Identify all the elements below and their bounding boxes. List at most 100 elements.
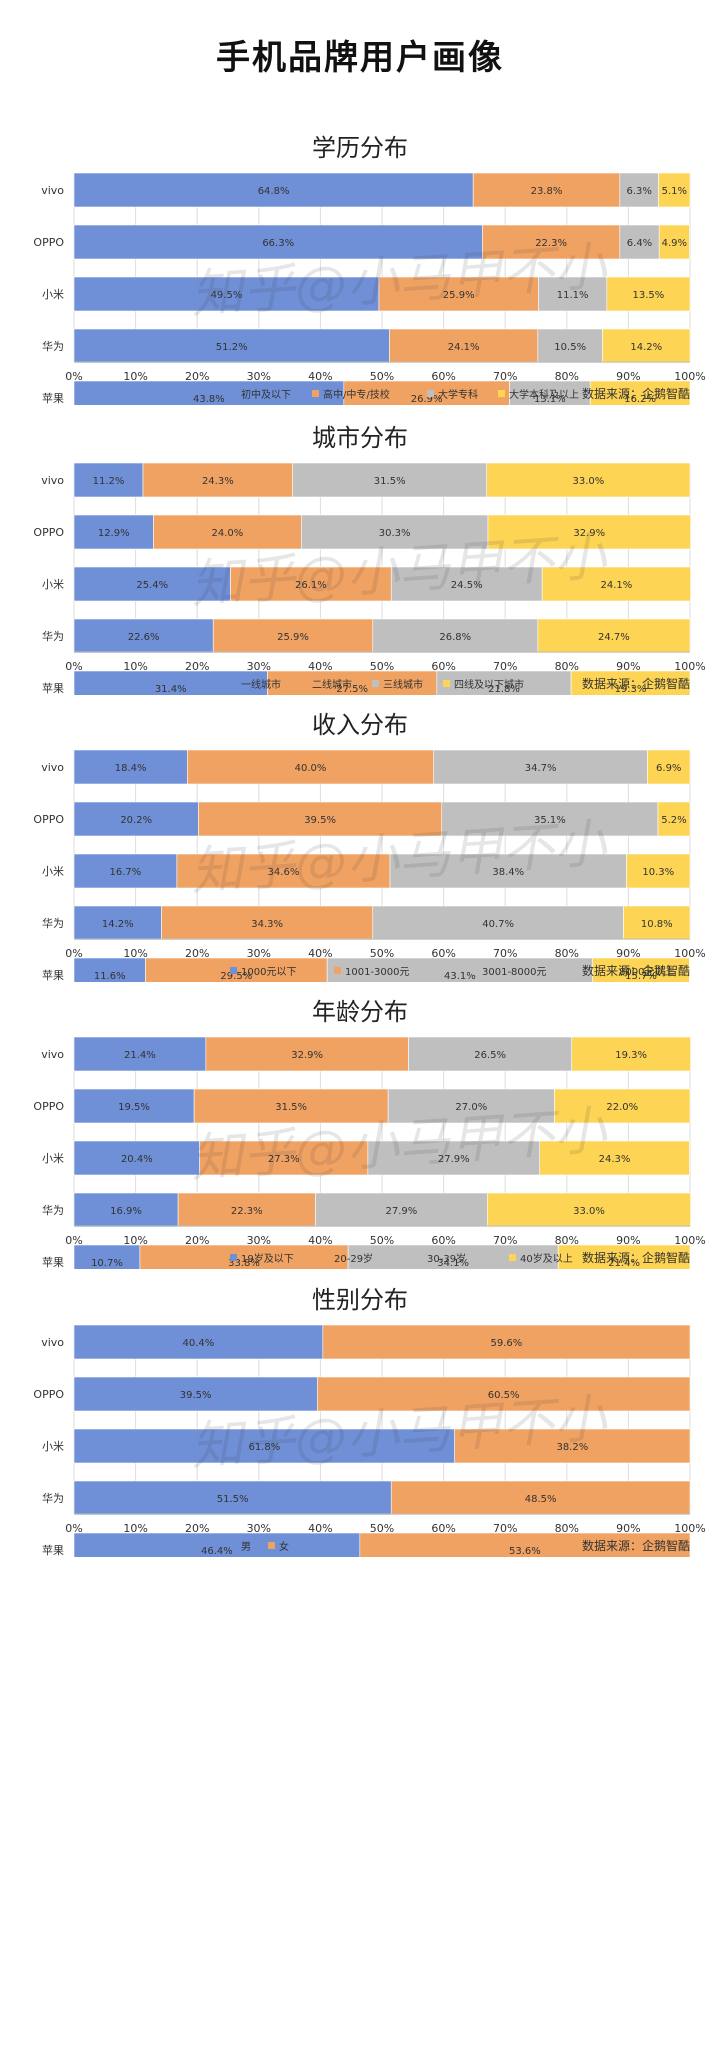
category-label: vivo	[41, 1336, 64, 1349]
category-label: OPPO	[33, 1388, 64, 1401]
legend-swatch	[230, 390, 237, 397]
bar-segment	[433, 749, 648, 785]
data-label: 33.0%	[572, 476, 604, 487]
bar-segment	[619, 224, 660, 260]
bar-segment	[205, 1036, 409, 1072]
bar-segment	[647, 749, 691, 785]
bar-segment	[142, 462, 293, 498]
category-label: 小米	[42, 1152, 64, 1165]
legend-label: 高中/中专/技校	[323, 388, 390, 401]
legend-label: 三线城市	[383, 678, 423, 691]
bar-segment	[372, 618, 539, 654]
x-tick-label: 30%	[247, 1234, 271, 1247]
data-label: 22.3%	[535, 238, 567, 249]
data-label: 11.6%	[94, 971, 126, 982]
legend: 1000元以下 1001-3000元 3001-8000元 8000元以上	[230, 966, 674, 978]
data-label: 61.8%	[248, 1442, 280, 1453]
chart-title: 城市分布	[312, 424, 408, 452]
data-source: 数据来源：企鹅智酷	[582, 963, 690, 978]
bar-segment	[199, 1140, 369, 1176]
x-tick-label: 100%	[674, 1522, 705, 1535]
legend-swatch	[312, 390, 319, 397]
x-tick-label: 30%	[247, 1522, 271, 1535]
bar-segment	[378, 276, 539, 312]
data-label: 16.7%	[110, 867, 142, 878]
data-label: 22.6%	[128, 632, 160, 643]
bar-segment	[619, 172, 659, 208]
x-tick-label: 30%	[247, 370, 271, 383]
bar-segment	[73, 1088, 195, 1124]
data-label: 25.4%	[136, 580, 168, 591]
legend-swatch	[416, 1254, 423, 1261]
data-label: 13.1%	[534, 394, 566, 405]
legend-label: 大学本科及以上	[509, 388, 579, 401]
data-label: 24.3%	[202, 476, 234, 487]
data-label: 40.4%	[183, 1338, 215, 1349]
bar-segment	[73, 1140, 200, 1176]
bar-segment	[73, 566, 231, 602]
legend-label: 初中及以下	[241, 388, 291, 401]
x-tick-label: 20%	[185, 370, 209, 383]
bar-segment	[73, 1244, 141, 1269]
bar-segment	[390, 1480, 691, 1516]
data-label: 30.3%	[379, 528, 411, 539]
legend-label: 大学专科	[438, 388, 478, 401]
legend-swatch	[230, 1254, 237, 1261]
x-tick-label: 40%	[308, 660, 332, 673]
x-tick-label: 20%	[185, 947, 209, 960]
bar-segment	[658, 224, 690, 260]
data-label: 19.5%	[118, 1102, 150, 1113]
data-label: 27.0%	[455, 1102, 487, 1113]
data-label: 31.5%	[374, 476, 406, 487]
category-label: OPPO	[33, 236, 64, 249]
bar-segment	[592, 957, 690, 982]
bar-segment	[292, 462, 488, 498]
legend-label: 19岁及以下	[241, 1252, 294, 1265]
data-label: 20.2%	[120, 815, 152, 826]
x-tick-label: 60%	[431, 1234, 455, 1247]
data-label: 13.5%	[633, 290, 665, 301]
bar-segment	[589, 380, 691, 405]
bar-segment	[487, 514, 691, 550]
legend-swatch	[230, 1542, 237, 1549]
bar-segment	[326, 957, 593, 982]
bar-segment	[554, 1088, 691, 1124]
x-tick-label: 90%	[616, 947, 640, 960]
x-tick-label: 20%	[185, 1522, 209, 1535]
x-tick-label: 0%	[65, 370, 82, 383]
bar-segment	[626, 853, 691, 889]
data-label: 34.7%	[525, 763, 557, 774]
x-tick-label: 10%	[123, 660, 147, 673]
data-label: 33.8%	[228, 1258, 260, 1269]
x-tick-label: 40%	[308, 370, 332, 383]
legend-swatch	[509, 1254, 516, 1261]
data-label: 33.0%	[573, 1206, 605, 1217]
chart-title: 收入分布	[312, 711, 408, 739]
x-tick-label: 90%	[616, 1522, 640, 1535]
x-tick-label: 50%	[370, 947, 394, 960]
legend-label: 1000元以下	[241, 967, 296, 978]
legend-label: 一线城市	[241, 678, 281, 691]
x-tick-label: 0%	[65, 947, 82, 960]
data-label: 25.9%	[443, 290, 475, 301]
bar-segment	[176, 853, 391, 889]
data-label: 16.2%	[624, 394, 656, 405]
x-tick-label: 10%	[123, 370, 147, 383]
bar-segment	[539, 1140, 690, 1176]
category-label: OPPO	[33, 813, 64, 826]
data-label: 14.2%	[630, 342, 662, 353]
category-label: 苹果	[42, 1543, 64, 1557]
legend-label: 30-39岁	[427, 1252, 466, 1265]
legend-swatch	[427, 390, 434, 397]
data-label: 26.5%	[474, 1050, 506, 1061]
bar-segment	[472, 172, 621, 208]
bar-segment	[315, 1192, 488, 1228]
x-tick-label: 20%	[185, 660, 209, 673]
bar-segment	[73, 957, 146, 982]
x-tick-label: 90%	[616, 1234, 640, 1247]
x-tick-label: 80%	[555, 1522, 579, 1535]
data-label: 15.7%	[625, 971, 657, 982]
category-label: 华为	[42, 629, 64, 643]
page-title: 手机品牌用户画像	[216, 38, 504, 78]
data-label: 38.2%	[556, 1442, 588, 1453]
